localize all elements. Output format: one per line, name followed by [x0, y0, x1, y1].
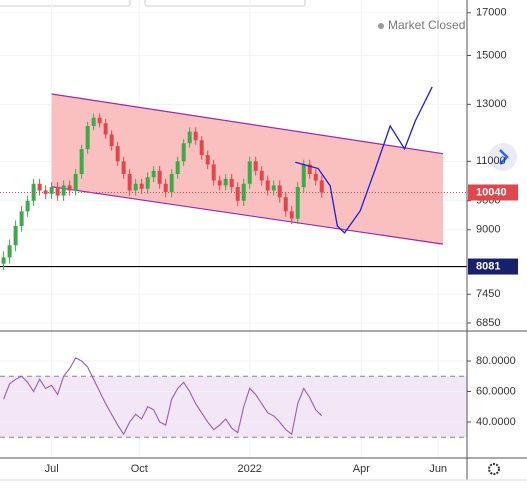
candle-body: [109, 134, 114, 147]
candle-body: [55, 187, 60, 196]
rsi-tick-label: 80.0000: [476, 355, 516, 367]
candle-body: [49, 187, 54, 194]
plot: [0, 86, 467, 436]
candle-body: [103, 123, 108, 135]
candle-body: [205, 155, 210, 165]
candle-body: [115, 146, 120, 162]
candle-body: [313, 173, 318, 181]
candle-body: [85, 126, 90, 150]
candle-body: [61, 185, 66, 196]
candle-body: [193, 131, 198, 141]
candle-body: [271, 185, 276, 191]
candle-body: [295, 187, 300, 219]
candle-body: [19, 211, 24, 227]
x-tick-label: Oct: [131, 463, 148, 475]
candle-body: [145, 177, 150, 189]
candle-body: [91, 117, 96, 127]
candle-body: [1, 257, 6, 264]
status-dot: [378, 23, 384, 29]
candle-body: [235, 187, 240, 201]
candle-body: [37, 183, 42, 191]
candle-body: [265, 180, 270, 191]
level-label: 8081: [476, 260, 500, 272]
candle-body: [163, 183, 168, 193]
x-tick-label: 2022: [237, 463, 261, 475]
candle-body: [127, 173, 132, 191]
candle-body: [217, 180, 222, 186]
level-tag: [468, 258, 518, 275]
y-tick-label: 6850: [476, 317, 500, 329]
candle-body: [277, 185, 282, 198]
candle-body: [175, 161, 180, 174]
channel-fill: [51, 93, 443, 245]
candle-body: [133, 183, 138, 191]
y-tick-label: 11000: [476, 155, 506, 167]
rsi-band: [0, 376, 467, 438]
y-tick-label: 17000: [476, 7, 507, 19]
candle-body: [169, 173, 174, 193]
candle-body: [151, 170, 156, 178]
candle-body: [181, 143, 186, 162]
candle-body: [121, 161, 126, 174]
scroll-arrow: [499, 149, 509, 165]
y-tick-label: 13000: [476, 98, 507, 110]
candle-body: [73, 173, 78, 191]
candle-body: [25, 200, 30, 212]
candle-body: [247, 161, 252, 184]
candle-body: [67, 185, 72, 191]
toolbar-box[interactable]: [0, 0, 131, 7]
candle-body: [289, 211, 294, 219]
last-price-tag: [468, 184, 518, 201]
y-tick-label: 9000: [476, 224, 500, 236]
projection-line: [295, 86, 433, 234]
status: Market Closed: [388, 18, 465, 32]
rsi-tick-label: 40.0000: [476, 416, 516, 428]
candle-body: [157, 170, 162, 184]
y-tick-label: 15000: [476, 49, 507, 61]
candle-body: [199, 140, 204, 156]
candle-body: [307, 164, 312, 174]
candle-body: [139, 183, 144, 189]
x-tick-label: Jul: [45, 463, 59, 475]
candle-body: [13, 226, 18, 246]
candle-body: [301, 164, 306, 188]
candle-body: [223, 178, 228, 186]
last-price-label: 10040: [476, 186, 507, 198]
y-tick-label: 7450: [476, 288, 500, 300]
candle-body: [7, 245, 12, 258]
scroll-button[interactable]: [489, 143, 517, 171]
channel-line: [51, 186, 444, 245]
candle-body: [79, 149, 84, 174]
candle-body: [283, 197, 288, 212]
candle-body: [211, 164, 216, 181]
rsi-line: [3, 357, 323, 436]
toolbar-box[interactable]: [144, 0, 306, 7]
settings-icon[interactable]: [488, 463, 500, 475]
x-tick-label: Jun: [429, 463, 447, 475]
candle-body: [319, 180, 324, 193]
candle-body: [253, 161, 258, 171]
x-tick-label: Apr: [353, 463, 370, 475]
candle-body: [97, 117, 102, 124]
candle-body: [259, 170, 264, 181]
candle-body: [229, 178, 234, 188]
channel-line: [51, 93, 444, 155]
rsi-tick-label: 60.0000: [476, 385, 516, 397]
candle-body: [187, 131, 192, 144]
